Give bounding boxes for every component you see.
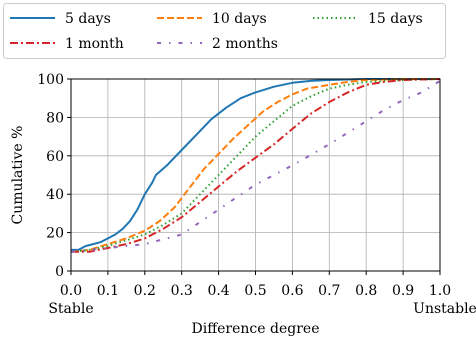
axis-ticks: 0.0 0.1 0.2 0.3 0.4 0.5 0.6 0.7 0.8 0.9 1.0 0 20 40 60… <box>37 72 451 299</box>
x-tick-label: 0.5 <box>244 283 266 299</box>
y-axis-label: Cumulative % <box>10 126 26 225</box>
legend-label-1: 10 days <box>212 11 267 27</box>
x-tick-label: 1.0 <box>429 283 451 299</box>
grid-lines <box>70 78 441 272</box>
y-tick-label: 40 <box>46 187 64 203</box>
x-tick-label: 0.0 <box>60 283 82 299</box>
x-axis-label: Difference degree <box>192 321 320 337</box>
x-axis-stable-label: Stable <box>48 301 93 317</box>
y-tick-label: 60 <box>46 149 64 165</box>
x-tick-label: 0.2 <box>134 283 156 299</box>
series-line-3 <box>71 78 441 253</box>
legend-label-2: 15 days <box>368 11 423 27</box>
y-tick-label: 0 <box>55 264 64 280</box>
x-tick-label: 0.1 <box>97 283 119 299</box>
legend: 5 days 10 days 15 days 1 month 2 months <box>3 3 446 59</box>
series-line-1 <box>70 78 440 253</box>
legend-label-3: 1 month <box>65 36 124 52</box>
x-tick-label: 0.9 <box>392 283 414 299</box>
y-tick-label: 80 <box>46 110 64 126</box>
x-tick-label: 0.7 <box>318 283 340 299</box>
x-tick-label: 0.4 <box>207 283 229 299</box>
legend-label-4: 2 months <box>212 36 278 52</box>
legend-box <box>3 3 446 59</box>
x-tick-label: 0.3 <box>171 283 193 299</box>
x-tick-label: 0.8 <box>355 283 377 299</box>
series-lines <box>70 78 441 253</box>
legend-label-0: 5 days <box>65 11 111 27</box>
x-tick-label: 0.6 <box>281 283 303 299</box>
y-tick-label: 20 <box>46 226 64 242</box>
y-tick-label: 100 <box>37 72 64 88</box>
series-line-2 <box>70 78 441 253</box>
series-line-0 <box>71 78 440 251</box>
x-axis-unstable-label: Unstable <box>413 301 476 317</box>
